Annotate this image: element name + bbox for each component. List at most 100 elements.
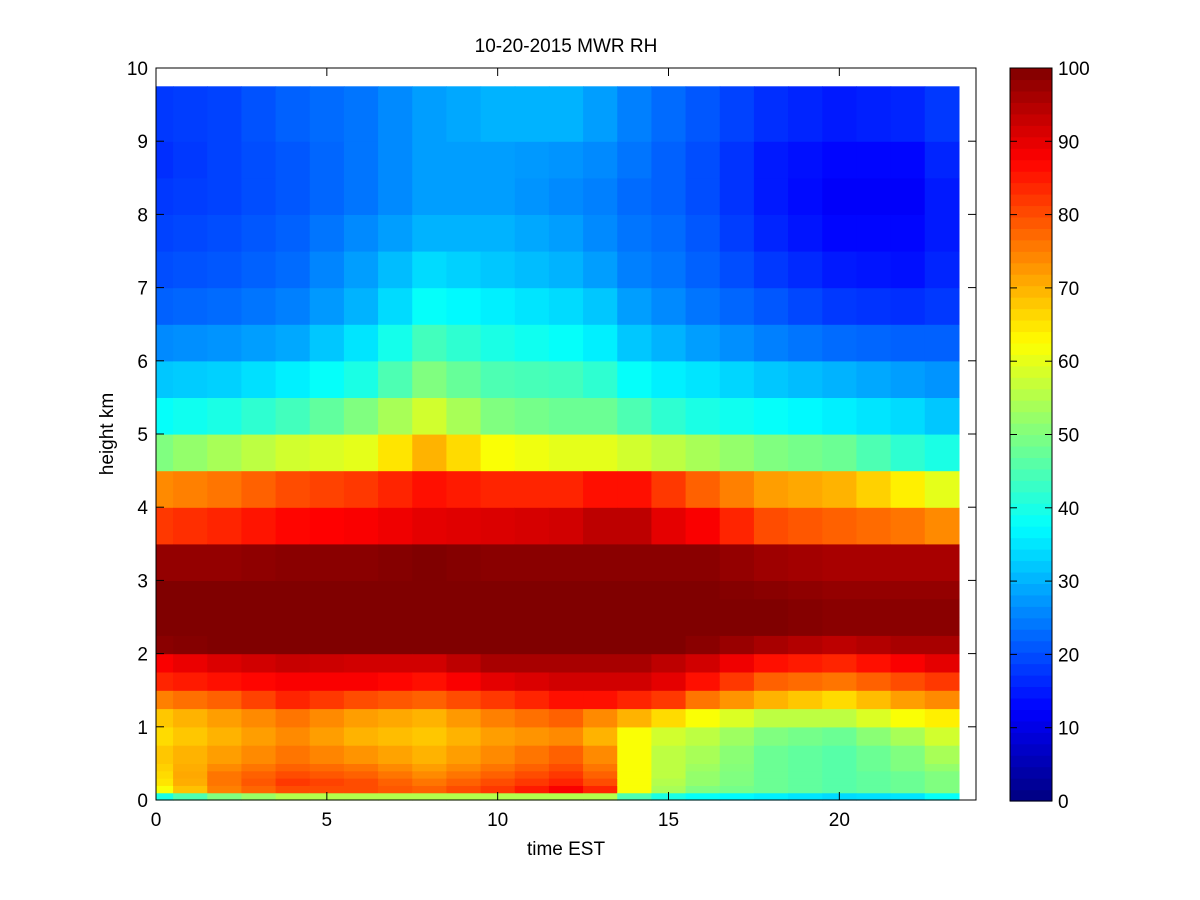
heatmap-cell	[480, 778, 516, 786]
x-axis-label: time EST	[527, 839, 606, 860]
heatmap-cell	[753, 635, 789, 655]
heatmap-cell	[856, 708, 892, 728]
heatmap-cell	[753, 214, 789, 252]
heatmap-cell	[753, 785, 789, 794]
heatmap-cell	[514, 141, 550, 179]
heatmap-cell	[856, 251, 892, 289]
heatmap-cell	[156, 770, 174, 779]
heatmap-cell	[856, 690, 892, 710]
colorbar-segment	[1010, 102, 1052, 115]
heatmap-cell	[241, 726, 277, 746]
heatmap-cell	[514, 635, 550, 655]
heatmap-cell	[822, 324, 858, 362]
heatmap-cell	[548, 507, 584, 545]
heatmap-cell	[719, 141, 755, 179]
heatmap-cell	[856, 792, 892, 801]
heatmap-cell	[412, 635, 448, 655]
colorbar-segment	[1010, 743, 1052, 756]
colorbar-segment	[1010, 411, 1052, 424]
heatmap-cell	[548, 324, 584, 362]
heatmap-cell	[173, 635, 208, 655]
heatmap-cell	[156, 177, 174, 215]
heatmap-cell	[890, 543, 926, 581]
heatmap-cell	[788, 671, 823, 691]
heatmap-cell	[856, 745, 892, 764]
heatmap-cell	[207, 324, 243, 362]
heatmap-cell	[890, 580, 926, 600]
heatmap-cell	[924, 360, 960, 398]
x-tick-label: 20	[829, 810, 850, 831]
heatmap-cell	[446, 653, 482, 673]
heatmap-cell	[207, 778, 243, 786]
heatmap-cell	[412, 726, 448, 746]
heatmap-cell	[548, 785, 584, 794]
heatmap-cell	[890, 360, 926, 398]
heatmap-cell	[685, 770, 721, 779]
heatmap-cell	[514, 598, 550, 618]
heatmap-cell	[480, 785, 516, 794]
heatmap-cell	[207, 251, 243, 289]
colorbar-segment	[1010, 675, 1052, 688]
heatmap-cell	[480, 324, 516, 362]
heatmap-cell	[719, 287, 755, 325]
heatmap-cell	[378, 251, 413, 289]
heatmap-cell	[514, 708, 550, 728]
heatmap-cell	[173, 287, 208, 325]
heatmap-cell	[309, 785, 345, 794]
heatmap-cell	[275, 86, 311, 142]
heatmap-cell	[207, 690, 243, 710]
heatmap-cell	[890, 251, 926, 289]
colorbar-segment	[1010, 571, 1052, 584]
heatmap-cell	[651, 635, 687, 655]
heatmap-cell	[514, 324, 550, 362]
heatmap-cell	[753, 792, 789, 801]
heatmap-cell	[924, 617, 960, 636]
x-axis-ticks: 0 5 10 15 20	[151, 68, 850, 831]
heatmap-cell	[583, 397, 618, 435]
heatmap-cell	[924, 507, 960, 545]
heatmap-cell	[343, 324, 379, 362]
colorbar-segment	[1010, 709, 1052, 722]
heatmap-cell	[173, 580, 208, 600]
heatmap-cell	[583, 635, 618, 655]
heatmap-cell	[343, 360, 379, 398]
heatmap-cell	[309, 598, 345, 618]
heatmap-cell	[753, 690, 789, 710]
heatmap-cell	[719, 324, 755, 362]
heatmap-cell	[343, 251, 379, 289]
heatmap-cell	[241, 397, 277, 435]
heatmap-cell	[275, 434, 311, 472]
heatmap-cell	[822, 770, 858, 779]
heatmap-cell	[343, 726, 379, 746]
heatmap-cell	[753, 86, 789, 142]
heatmap-cell	[651, 360, 687, 398]
heatmap-cell	[446, 324, 482, 362]
heatmap-cell	[378, 763, 413, 772]
heatmap-cell	[548, 690, 584, 710]
heatmap-cell	[446, 792, 482, 801]
heatmap-cell	[343, 543, 379, 581]
y-tick-label: 7	[137, 279, 148, 300]
heatmap-cell	[343, 778, 379, 786]
heatmap-cell	[480, 214, 516, 252]
heatmap-cell	[156, 635, 174, 655]
heatmap-cell	[924, 598, 960, 618]
heatmap-cell	[378, 324, 413, 362]
heatmap-cell	[156, 690, 174, 710]
heatmap-cell	[788, 598, 823, 618]
heatmap-cell	[343, 214, 379, 252]
colorbar-tick-label: 60	[1058, 352, 1079, 373]
colorbar-segment	[1010, 526, 1052, 539]
heatmap-cell	[275, 770, 311, 779]
heatmap-cell	[480, 251, 516, 289]
heatmap-cell	[753, 251, 789, 289]
heatmap-cell	[583, 470, 618, 508]
heatmap-cell	[788, 617, 823, 636]
heatmap-cell	[548, 763, 584, 772]
heatmap-cell	[651, 580, 687, 600]
heatmap-cell	[480, 690, 516, 710]
heatmap-cell	[309, 507, 345, 545]
heatmap-cell	[583, 770, 618, 779]
heatmap-cell	[309, 177, 345, 215]
heatmap-cell	[753, 617, 789, 636]
